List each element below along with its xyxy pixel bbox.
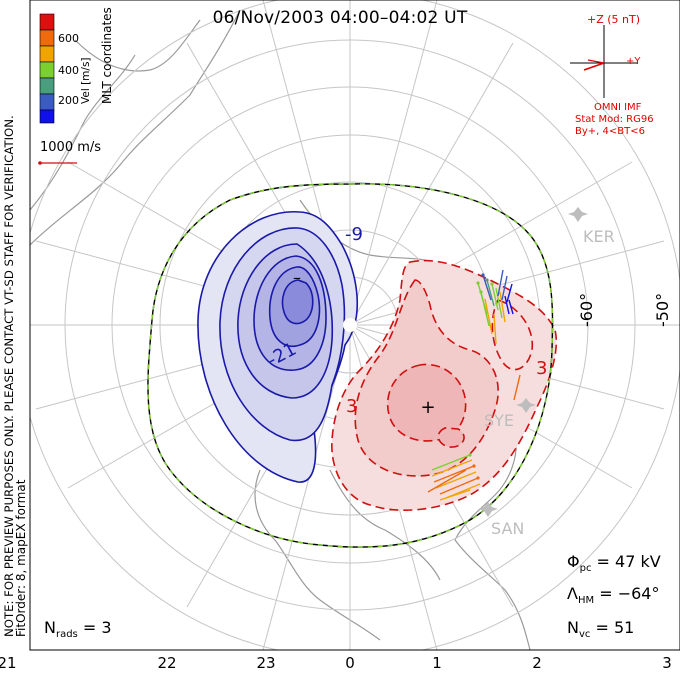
pole-marker — [343, 318, 357, 332]
mlt-tick-1: 1 — [432, 654, 442, 672]
imf-dial — [570, 25, 638, 98]
contour-label-3b: 3 — [536, 358, 547, 379]
imf-z-label: +Z (5 nT) — [587, 13, 641, 26]
stat-nrads: Nrads = 3 — [44, 618, 112, 641]
mlt-tick-21: 21 — [0, 654, 17, 672]
plot-frame — [29, 0, 680, 651]
fit-info: FitOrder: 8, mapEX format — [14, 479, 28, 637]
colorbar-tick-600: 600 — [58, 32, 79, 45]
velocity-scale-vector — [38, 161, 77, 165]
mlt-tick-3: 3 — [662, 654, 672, 672]
station-san-icon — [478, 502, 498, 517]
dusk-cell — [197, 211, 486, 483]
colorbar-tick-400: 400 — [58, 64, 79, 77]
station-ker-label: KER — [583, 227, 615, 246]
potential-max-marker: + — [420, 397, 435, 418]
imf-source: OMNI IMF — [594, 102, 642, 113]
stat-phi-pc: Φpc = 47 kV — [567, 552, 661, 575]
mlt-tick-2: 2 — [532, 654, 542, 672]
map-title: 06/Nov/2003 04:00–04:02 UT — [212, 8, 468, 28]
imf-y-label: +Y — [626, 56, 641, 67]
station-san-label: SAN — [491, 519, 524, 538]
velocity-vectors — [427, 269, 521, 501]
station-sye-label: SYE — [484, 411, 514, 430]
stat-lambda-hm: ΛHM = −64° — [567, 584, 660, 607]
station-markers — [478, 207, 588, 517]
colorbar-label: Vel [m/s] — [80, 57, 92, 104]
imf-condition: By+, 4<BT<6 — [575, 126, 645, 137]
lat-label-50: -50° — [653, 293, 672, 327]
stat-nvc: Nvc = 51 — [567, 618, 635, 641]
mlt-tick-23: 23 — [256, 654, 276, 672]
potential-min-marker: – — [293, 268, 301, 287]
dawn-cell — [331, 259, 558, 511]
imf-model: Stat Mod: RG96 — [575, 114, 654, 125]
mlt-tick-0: 0 — [345, 654, 355, 672]
station-ker-icon — [568, 207, 588, 222]
mlt-tick-22: 22 — [157, 654, 177, 672]
colorbar — [39, 13, 55, 124]
colorbar-tick-200: 200 — [58, 94, 79, 107]
velocity-scale-label: 1000 m/s — [40, 140, 102, 155]
coord-label: MLT coordinates — [100, 7, 114, 104]
contour-label-neg9: -9 — [345, 224, 363, 245]
station-sye-icon — [516, 398, 536, 413]
contour-label-3a: 3 — [346, 396, 357, 417]
lat-label-60: -60° — [577, 293, 596, 327]
